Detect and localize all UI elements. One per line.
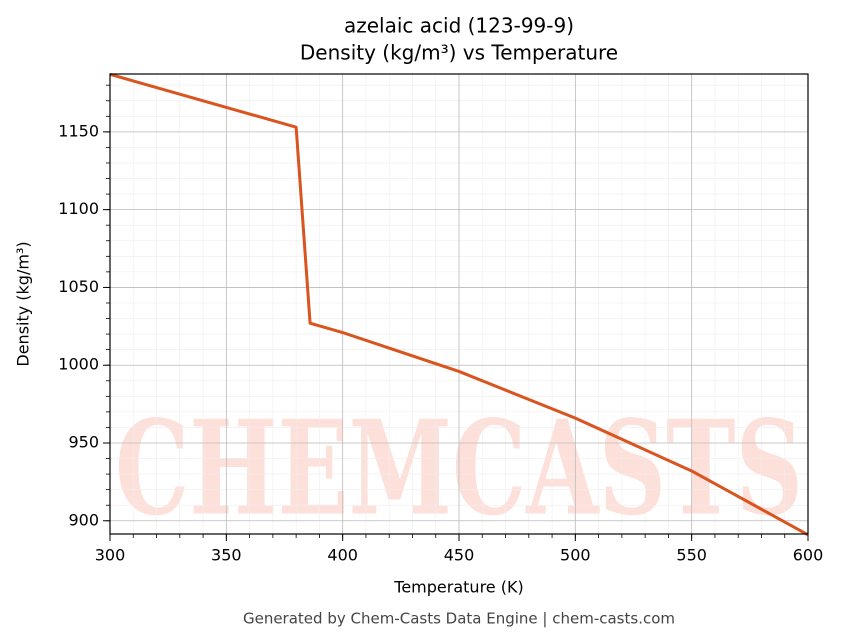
- data-line: [109, 72, 809, 537]
- y-tick-label: 900: [68, 510, 99, 529]
- y-tick-label: 1100: [58, 199, 99, 218]
- y-tick-label: 1050: [58, 277, 99, 296]
- y-axis-label: Density (kg/m³): [14, 241, 33, 366]
- x-tick-label: 350: [211, 546, 242, 565]
- x-axis-label: Temperature (K): [393, 578, 523, 597]
- footer: Generated by Chem-Casts Data Engine | ch…: [243, 610, 675, 628]
- y-tick-label: 950: [68, 432, 99, 451]
- plot-frame: [109, 73, 809, 535]
- chart-subtitle: Density (kg/m³) vs Temperature: [300, 41, 618, 65]
- x-tick-label: 550: [676, 546, 707, 565]
- y-tick-label: 1000: [58, 355, 99, 374]
- x-tick-label: 400: [327, 546, 358, 565]
- x-tick-label: 450: [444, 546, 475, 565]
- x-tick-label: 300: [95, 546, 126, 565]
- chart-title: azelaic acid (123-99-9): [344, 14, 574, 38]
- y-tick-label: 1150: [58, 121, 99, 140]
- x-tick-label: 600: [793, 546, 824, 565]
- x-tick-label: 500: [560, 546, 591, 565]
